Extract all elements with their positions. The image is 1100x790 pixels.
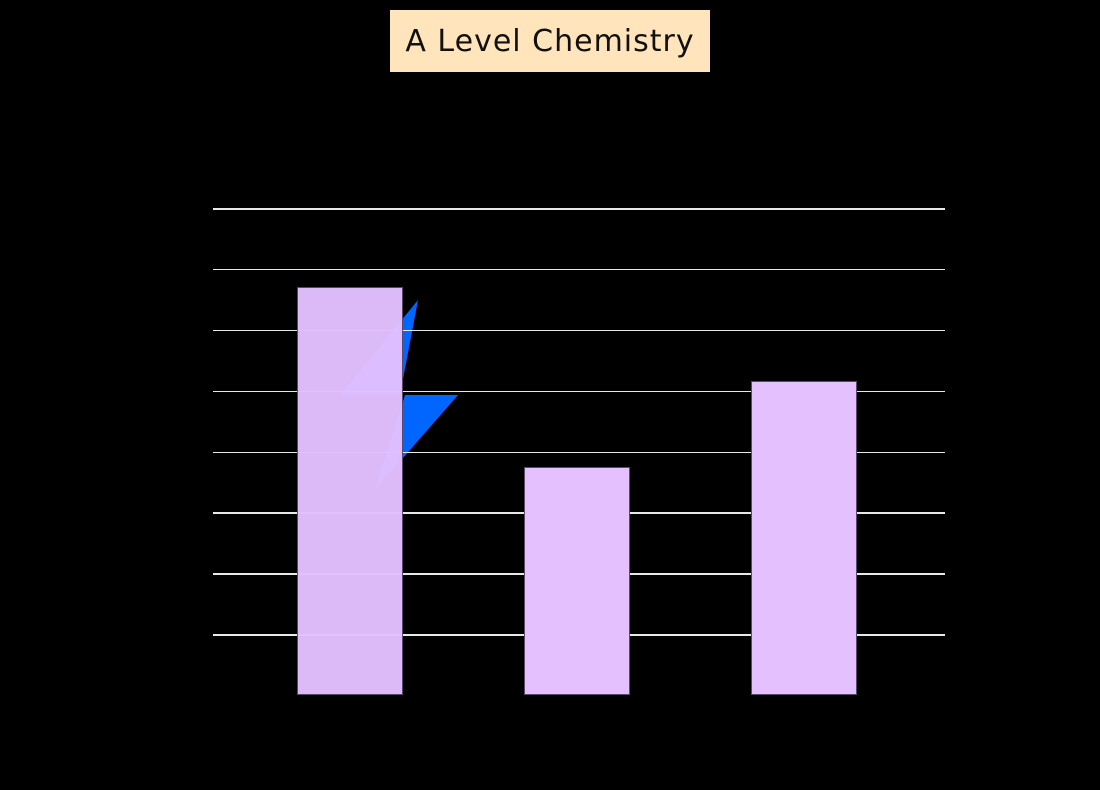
gridline <box>213 329 945 332</box>
bar-2 <box>524 466 630 695</box>
gridline <box>213 268 945 271</box>
title-banner: A Level Chemistry <box>390 10 710 72</box>
gridline <box>213 208 945 210</box>
chart-title: A Level Chemistry <box>405 23 695 59</box>
bar-3 <box>751 381 857 695</box>
gridline <box>213 390 945 393</box>
plot-area <box>213 208 945 695</box>
gridline <box>213 451 945 453</box>
bar-1 <box>297 287 403 695</box>
